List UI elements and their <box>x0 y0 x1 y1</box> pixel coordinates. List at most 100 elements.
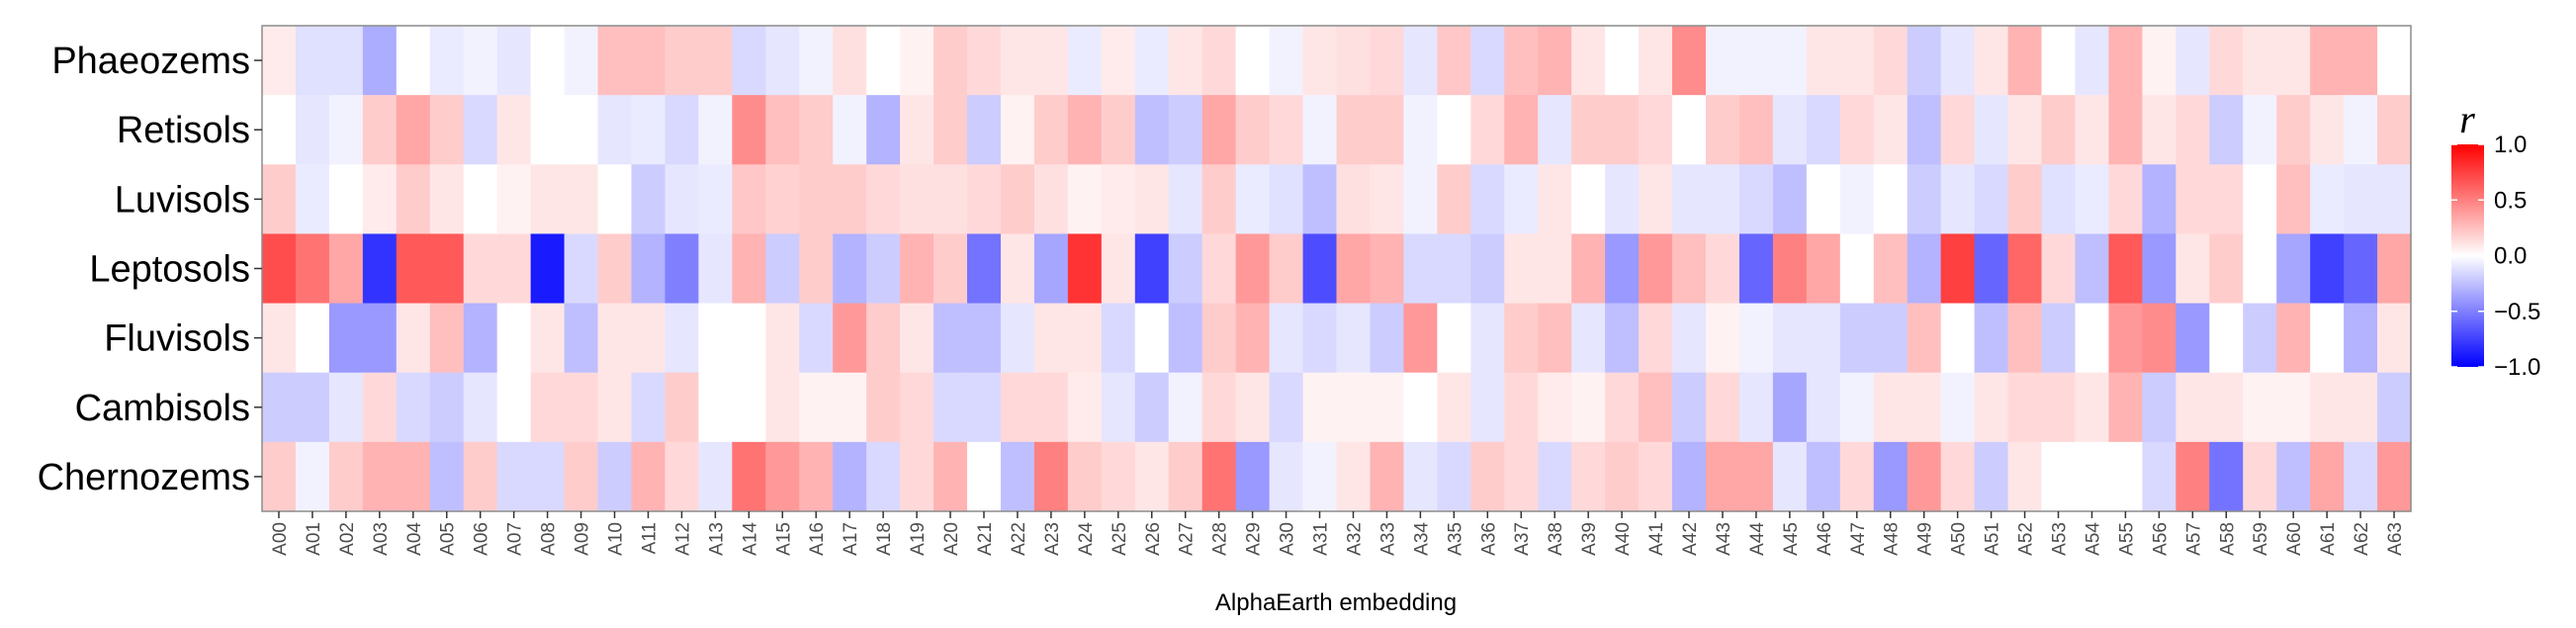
heatmap-cell <box>1504 233 1539 305</box>
heatmap-cell <box>1336 303 1372 374</box>
y-tick-label: Luvisols <box>115 179 250 221</box>
heatmap-cell <box>1772 233 1808 305</box>
heatmap-cell <box>799 95 834 165</box>
heatmap-cell <box>2075 164 2110 235</box>
heatmap-cell <box>396 303 431 374</box>
heatmap-cell <box>1201 372 1237 443</box>
heatmap-cell <box>2344 164 2378 235</box>
heatmap-cell <box>1269 441 1304 512</box>
heatmap-cell <box>665 233 699 305</box>
heatmap-cell <box>496 303 532 374</box>
x-tick-label: A33 <box>1377 522 1398 556</box>
heatmap-cell <box>1839 303 1875 374</box>
heatmap-cell <box>262 441 297 512</box>
heatmap-cell <box>698 233 733 305</box>
heatmap-cell <box>1336 164 1372 235</box>
heatmap-cell <box>1101 303 1136 374</box>
heatmap-cell <box>2344 441 2378 512</box>
heatmap-cell <box>1974 303 2009 374</box>
x-tick-label: A31 <box>1311 522 1332 556</box>
heatmap-cell <box>2075 233 2110 305</box>
colorbar-tick-label: 0.0 <box>2494 243 2527 270</box>
heatmap-cell <box>2344 233 2378 305</box>
y-tick-label: Chernozems <box>38 457 250 498</box>
heatmap-cell <box>328 303 364 374</box>
heatmap-cell <box>833 26 867 96</box>
heatmap-cell <box>1470 26 1505 96</box>
heatmap-cell <box>530 441 566 512</box>
heatmap-cell <box>2176 164 2210 235</box>
heatmap-cell <box>2209 441 2244 512</box>
heatmap-cell <box>1639 26 1673 96</box>
heatmap-cell <box>396 26 431 96</box>
heatmap-cell <box>1806 233 1841 305</box>
x-tick-label: A63 <box>2385 522 2406 556</box>
x-tick-label: A43 <box>1714 522 1734 556</box>
heatmap-cell <box>2007 372 2043 443</box>
x-tick-label: A44 <box>1747 522 1768 556</box>
heatmap-cell <box>631 95 666 165</box>
heatmap-cell <box>1873 372 1909 443</box>
heatmap-cell <box>1201 26 1237 96</box>
heatmap-cell <box>1571 233 1606 305</box>
heatmap-cell <box>2209 233 2244 305</box>
heatmap-cell <box>463 372 498 443</box>
heatmap-cell <box>765 95 800 165</box>
heatmap-cell <box>1000 233 1035 305</box>
heatmap-cell <box>2108 95 2143 165</box>
heatmap-cell <box>799 26 834 96</box>
heatmap-cell <box>2243 26 2277 96</box>
heatmap-cell <box>1873 441 1909 512</box>
heatmap-cell <box>2176 233 2210 305</box>
heatmap-cell <box>2209 303 2244 374</box>
x-tick-label: A36 <box>1478 522 1499 556</box>
heatmap-cell <box>597 233 633 305</box>
heatmap-cell <box>1067 441 1103 512</box>
heatmap-cell <box>1370 303 1404 374</box>
heatmap-cell <box>2310 95 2345 165</box>
heatmap-cell <box>833 372 867 443</box>
heatmap-cell <box>1605 95 1640 165</box>
heatmap-cell <box>496 164 532 235</box>
heatmap-cell <box>833 233 867 305</box>
heatmap-cell <box>295 303 330 374</box>
heatmap-cell <box>1974 233 2009 305</box>
heatmap-cell <box>799 303 834 374</box>
heatmap-cell <box>597 372 633 443</box>
x-tick-label: A54 <box>2083 522 2103 556</box>
heatmap-cell <box>933 164 968 235</box>
colorbar-title: r <box>2459 97 2475 141</box>
heatmap-cell <box>1738 164 1774 235</box>
heatmap-cell <box>1168 303 1203 374</box>
x-tick-label: A20 <box>941 522 962 556</box>
heatmap-cell <box>564 26 599 96</box>
heatmap-cell <box>2209 164 2244 235</box>
x-tick-label: A51 <box>1983 522 2003 556</box>
heatmap-cell <box>1269 372 1304 443</box>
heatmap-cell <box>1403 303 1438 374</box>
heatmap-cell <box>1067 95 1103 165</box>
heatmap-cell <box>1705 233 1740 305</box>
heatmap-cell <box>2041 164 2077 235</box>
heatmap-cell <box>1974 372 2009 443</box>
heatmap-cell <box>362 233 398 305</box>
heatmap-cell <box>2276 164 2311 235</box>
heatmap-cell <box>1000 95 1035 165</box>
heatmap-cell <box>1134 303 1170 374</box>
heatmap-cell <box>1538 95 1572 165</box>
heatmap-cell <box>2377 95 2412 165</box>
heatmap-cell <box>1772 26 1808 96</box>
x-tick-label: A60 <box>2284 522 2305 556</box>
x-tick-label: A06 <box>472 522 492 556</box>
heatmap-cell <box>463 441 498 512</box>
heatmap-cell <box>799 372 834 443</box>
heatmap-cell <box>1940 95 1976 165</box>
heatmap-cell <box>530 372 566 443</box>
heatmap-cell <box>1235 233 1271 305</box>
x-tick-label: A61 <box>2318 522 2339 556</box>
heatmap-cell <box>866 372 901 443</box>
heatmap-cell <box>1168 95 1203 165</box>
heatmap-cell <box>530 233 566 305</box>
heatmap-cell <box>2344 26 2378 96</box>
heatmap-cell <box>2075 26 2110 96</box>
